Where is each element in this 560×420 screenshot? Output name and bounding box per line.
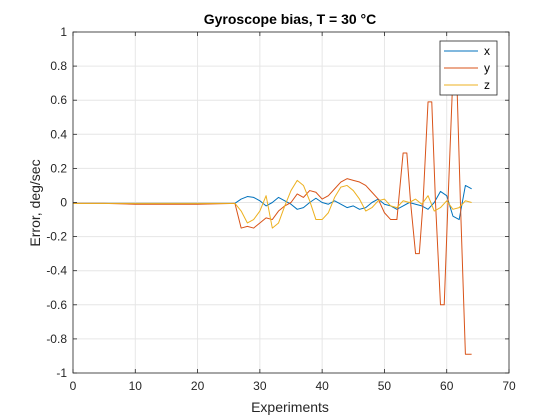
- y-tick-label: 0.6: [50, 93, 67, 107]
- x-axis-label: Experiments: [251, 399, 329, 415]
- y-tick-label: 0: [60, 196, 67, 210]
- legend: xyz: [439, 40, 498, 96]
- y-tick-label: 0.8: [50, 59, 67, 73]
- series-line-z: [73, 179, 472, 229]
- y-tick-label: -0.4: [46, 264, 67, 278]
- series-lines: [73, 74, 472, 355]
- x-tick-label: 70: [502, 379, 516, 393]
- series-line-x: [73, 184, 472, 221]
- x-axis-ticks: 0 10 20 30 40 50 60 70: [70, 32, 516, 393]
- legend-label-y: y: [484, 61, 490, 75]
- x-tick-label: 10: [129, 379, 143, 393]
- x-tick-label: 50: [378, 379, 392, 393]
- legend-label-x: x: [484, 44, 490, 58]
- y-tick-label: 0.4: [50, 127, 67, 141]
- legend-label-z: z: [484, 78, 490, 92]
- y-axis-ticks: -1 -0.8 -0.6 -0.4 -0.2 0 0.2 0.4 0.6 0.8 1: [46, 25, 509, 380]
- y-tick-label: -1: [56, 366, 67, 380]
- x-tick-label: 60: [440, 379, 454, 393]
- x-tick-label: 0: [70, 379, 77, 393]
- x-tick-label: 30: [253, 379, 267, 393]
- y-tick-label: 0.2: [50, 161, 67, 175]
- x-tick-label: 40: [315, 379, 329, 393]
- y-tick-label: -0.6: [46, 298, 67, 312]
- y-tick-label: -0.8: [46, 332, 67, 346]
- series-line-y: [73, 74, 472, 355]
- x-tick-label: 20: [191, 379, 205, 393]
- y-tick-label: -0.2: [46, 230, 67, 244]
- chart-title: Gyroscope bias, T = 30 °C: [204, 11, 377, 27]
- y-tick-label: 1: [60, 25, 67, 39]
- y-axis-label: Error, deg/sec: [27, 159, 43, 246]
